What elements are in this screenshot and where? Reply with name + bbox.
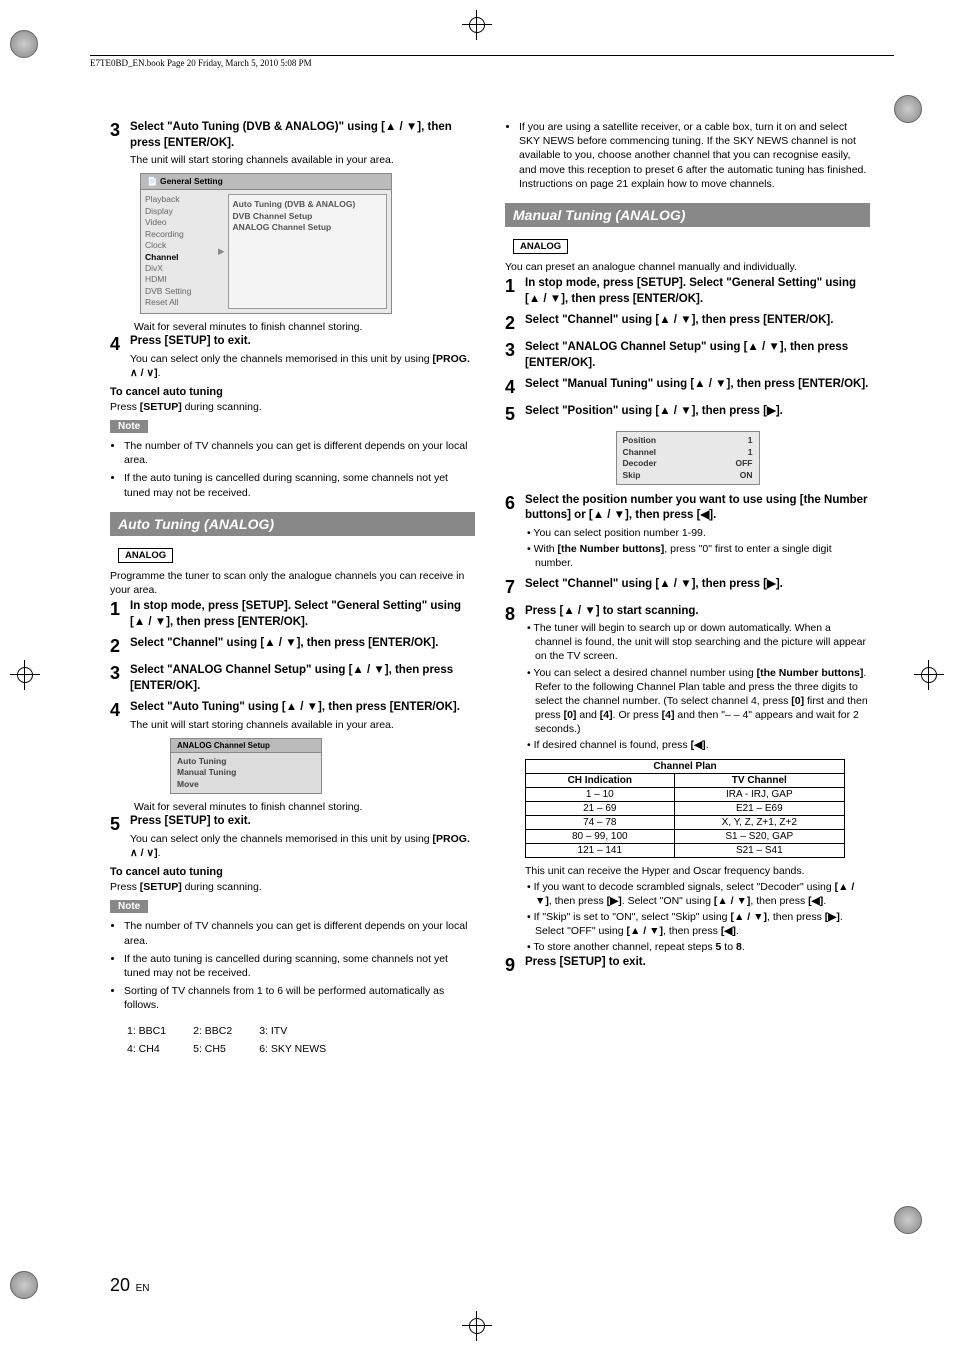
note-list-1: The number of TV channels you can get is… [110,439,475,500]
after-chan-table: This unit can receive the Hyper and Osca… [525,864,870,878]
reg-mark-left [10,660,40,690]
content: 3 Select "Auto Tuning (DVB & ANALOG)" us… [110,120,870,1059]
menu-left-list: Playback Display Video Recording Clock C… [145,194,215,309]
analog-tag-2: ANALOG [513,239,568,254]
post-bullet-3: To store another channel, repeat steps 5… [525,940,870,954]
analog-tag-1: ANALOG [118,548,173,563]
intro-auto-analog: Programme the tuner to scan only the ana… [110,569,475,597]
note-tag-1: Note [110,420,148,433]
a-step-5-desc: You can select only the channels memoris… [130,832,475,860]
b8-sub3: If desired channel is found, press [◀]. [525,738,870,752]
b-step-8: Press [▲ / ▼] to start scanning. [525,604,870,620]
position-table: Position1 Channel1 DecoderOFF SkipON [616,431,760,485]
menu-general-setting: 📄 General Setting Playback Display Video… [140,173,392,314]
post-bullet-2: If "Skip" is set to "ON", select "Skip" … [525,910,870,938]
cancel-text-2: Press [SETUP] during scanning. [110,880,475,894]
page-header: E7TE0BD_EN.book Page 20 Friday, March 5,… [90,55,894,68]
note-list-2: The number of TV channels you can get is… [110,919,475,1012]
a-step-2: Select "Channel" using [▲ / ▼], then pre… [130,636,475,652]
b-step-2: Select "Channel" using [▲ / ▼], then pre… [525,313,870,329]
cancel-heading-2: To cancel auto tuning [110,866,475,878]
step-3: 3 Select "Auto Tuning (DVB & ANALOG)" us… [110,120,475,167]
channel-plan-table: Channel Plan CH IndicationTV Channel 1 –… [525,759,845,858]
wait-text-2: Wait for several minutes to finish chann… [134,800,475,814]
b8-sub1: The tuner will begin to search up or dow… [525,621,870,664]
cancel-heading-1: To cancel auto tuning [110,386,475,398]
crop-corner-br [894,1206,944,1256]
crop-corner-tl [10,30,60,80]
top-bullet: If you are using a satellite receiver, o… [505,120,870,191]
cancel-text-1: Press [SETUP] during scanning. [110,400,475,414]
b-step-3: Select "ANALOG Channel Setup" using [▲ /… [525,340,870,371]
b-step-7: Select "Channel" using [▲ / ▼], then pre… [525,577,870,593]
reg-mark-bottom [462,1311,492,1341]
b-step-6: Select the position number you want to u… [525,493,870,524]
crop-corner-tr [894,95,944,145]
section-auto-tuning-analog: Auto Tuning (ANALOG) [110,512,475,536]
a-step-4-desc: The unit will start storing channels ava… [130,718,475,732]
a-step-3: Select "ANALOG Channel Setup" using [▲ /… [130,663,475,694]
page-number: 20 EN [110,1275,150,1296]
manual-page: E7TE0BD_EN.book Page 20 Friday, March 5,… [0,0,954,1351]
b8-sub2: You can select a desired channel number … [525,666,870,737]
reg-mark-top [462,10,492,40]
step-4-title: Press [SETUP] to exit. [130,334,475,350]
a-step-4: Select "Auto Tuning" using [▲ / ▼], then… [130,700,475,716]
step-4-desc: You can select only the channels memoris… [130,352,475,380]
menu-analog-setup: ANALOG Channel Setup Auto Tuning Manual … [170,738,322,794]
crop-corner-bl [10,1271,60,1321]
step-3-title: Select "Auto Tuning (DVB & ANALOG)" usin… [130,120,475,151]
step-3-desc: The unit will start storing channels ava… [130,153,475,167]
note-tag-2: Note [110,900,148,913]
a-step-5: Press [SETUP] to exit. [130,814,475,830]
b6-sub2: With [the Number buttons], press "0" fir… [525,542,870,570]
intro-manual-analog: You can preset an analogue channel manua… [505,260,870,274]
menu-right-list: Auto Tuning (DVB & ANALOG) DVB Channel S… [228,194,387,309]
b6-sub1: You can select position number 1-99. [525,526,870,540]
menu-header: 📄 General Setting [141,174,391,190]
b-step-9: Press [SETUP] to exit. [525,955,870,971]
post-bullet-1: If you want to decode scrambled signals,… [525,880,870,908]
wait-text-1: Wait for several minutes to finish chann… [134,320,475,334]
left-column: 3 Select "Auto Tuning (DVB & ANALOG)" us… [110,120,475,1059]
step-4: 4 Press [SETUP] to exit. You can select … [110,334,475,380]
b-step-1: In stop mode, press [SETUP]. Select "Gen… [525,276,870,307]
reg-mark-right [914,660,944,690]
sort-table: 1: BBC12: BBC23: ITV 4: CH45: CH56: SKY … [124,1021,352,1059]
a-step-1: In stop mode, press [SETUP]. Select "Gen… [130,599,475,630]
b-step-5: Select "Position" using [▲ / ▼], then pr… [525,404,870,420]
section-manual-tuning-analog: Manual Tuning (ANALOG) [505,203,870,227]
right-column: If you are using a satellite receiver, o… [505,120,870,1059]
b-step-4: Select "Manual Tuning" using [▲ / ▼], th… [525,377,870,393]
